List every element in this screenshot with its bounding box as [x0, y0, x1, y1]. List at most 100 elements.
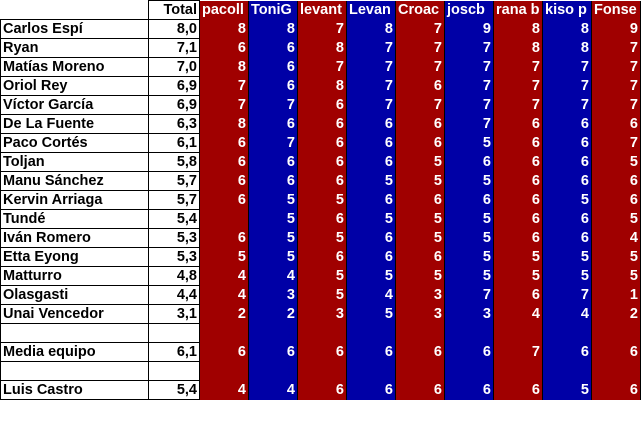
score-cell[interactable]: 6 — [591, 171, 641, 191]
score-cell[interactable]: 6 — [248, 342, 298, 362]
score-cell[interactable]: 4 — [199, 266, 249, 286]
score-cell[interactable]: 4 — [542, 304, 592, 324]
score-cell[interactable]: 6 — [297, 209, 347, 229]
score-cell[interactable]: 6 — [346, 228, 396, 248]
score-cell[interactable]: 7 — [395, 57, 445, 77]
empty-cell[interactable] — [493, 323, 543, 343]
total-score[interactable]: 5,3 — [148, 247, 200, 267]
player-name[interactable]: Manu Sánchez — [0, 171, 149, 191]
score-cell[interactable]: 6 — [346, 247, 396, 267]
score-cell[interactable]: 5 — [395, 152, 445, 172]
score-cell[interactable]: 4 — [248, 380, 298, 400]
score-cell[interactable]: 6 — [444, 342, 494, 362]
empty-cell[interactable] — [542, 323, 592, 343]
score-cell[interactable]: 7 — [297, 19, 347, 39]
score-cell[interactable]: 6 — [493, 209, 543, 229]
score-cell[interactable]: 6 — [395, 133, 445, 153]
empty-cell[interactable] — [444, 323, 494, 343]
score-cell[interactable]: 8 — [199, 57, 249, 77]
score-cell[interactable]: 5 — [444, 247, 494, 267]
score-cell[interactable]: 6 — [542, 228, 592, 248]
empty-cell[interactable] — [148, 361, 200, 381]
score-cell[interactable]: 7 — [493, 95, 543, 115]
score-cell[interactable]: 6 — [297, 133, 347, 153]
score-cell[interactable]: 2 — [248, 304, 298, 324]
score-cell[interactable]: 8 — [542, 38, 592, 58]
player-name[interactable]: Luis Castro — [0, 380, 149, 400]
score-cell[interactable]: 6 — [591, 114, 641, 134]
score-cell[interactable]: 4 — [199, 380, 249, 400]
empty-cell[interactable] — [591, 361, 641, 381]
score-cell[interactable]: 5 — [346, 171, 396, 191]
empty-cell[interactable] — [395, 323, 445, 343]
score-cell[interactable]: 8 — [493, 38, 543, 58]
empty-cell[interactable] — [297, 361, 347, 381]
voter-header[interactable]: rana b — [493, 0, 543, 20]
empty-cell[interactable] — [199, 361, 249, 381]
score-cell[interactable]: 6 — [199, 171, 249, 191]
score-cell[interactable]: 6 — [542, 114, 592, 134]
voter-header[interactable]: kiso p — [542, 0, 592, 20]
total-score[interactable]: 8,0 — [148, 19, 200, 39]
score-cell[interactable]: 5 — [248, 228, 298, 248]
score-cell[interactable]: 4 — [591, 228, 641, 248]
score-cell[interactable]: 7 — [444, 95, 494, 115]
empty-cell[interactable] — [591, 323, 641, 343]
score-cell[interactable]: 7 — [493, 76, 543, 96]
score-cell[interactable]: 5 — [248, 247, 298, 267]
score-cell[interactable]: 7 — [395, 95, 445, 115]
total-score[interactable]: 7,0 — [148, 57, 200, 77]
empty-cell[interactable] — [346, 323, 396, 343]
score-cell[interactable]: 5 — [542, 266, 592, 286]
player-name[interactable]: Paco Cortés — [0, 133, 149, 153]
player-name[interactable]: Matturro — [0, 266, 149, 286]
empty-cell[interactable] — [0, 361, 149, 381]
score-cell[interactable]: 2 — [199, 304, 249, 324]
score-cell[interactable]: 3 — [297, 304, 347, 324]
voter-header[interactable]: joscb — [444, 0, 494, 20]
player-name[interactable]: Matías Moreno — [0, 57, 149, 77]
score-cell[interactable]: 5 — [542, 380, 592, 400]
score-cell[interactable]: 6 — [248, 171, 298, 191]
score-cell[interactable]: 6 — [591, 190, 641, 210]
score-cell[interactable]: 6 — [248, 57, 298, 77]
score-cell[interactable]: 6 — [346, 152, 396, 172]
score-cell[interactable]: 7 — [395, 19, 445, 39]
score-cell[interactable]: 5 — [591, 266, 641, 286]
score-cell[interactable]: 5 — [346, 209, 396, 229]
score-cell[interactable]: 6 — [444, 380, 494, 400]
voter-header[interactable]: Croac — [395, 0, 445, 20]
empty-cell[interactable] — [395, 361, 445, 381]
voter-header[interactable]: Levan — [346, 0, 396, 20]
player-name[interactable]: Media equipo — [0, 342, 149, 362]
score-cell[interactable]: 5 — [493, 247, 543, 267]
score-cell[interactable]: 2 — [591, 304, 641, 324]
score-cell[interactable]: 6 — [297, 95, 347, 115]
score-cell[interactable]: 6 — [542, 342, 592, 362]
total-score[interactable]: 5,3 — [148, 228, 200, 248]
score-cell[interactable]: 5 — [444, 209, 494, 229]
score-cell[interactable]: 6 — [346, 190, 396, 210]
score-cell[interactable]: 9 — [444, 19, 494, 39]
score-cell[interactable]: 7 — [199, 95, 249, 115]
score-cell[interactable]: 5 — [199, 247, 249, 267]
empty-cell[interactable] — [346, 361, 396, 381]
score-cell[interactable]: 6 — [395, 342, 445, 362]
score-cell[interactable]: 7 — [591, 76, 641, 96]
score-cell[interactable]: 7 — [444, 285, 494, 305]
score-cell[interactable]: 8 — [199, 114, 249, 134]
score-cell[interactable]: 5 — [297, 228, 347, 248]
score-cell[interactable]: 6 — [199, 133, 249, 153]
empty-cell[interactable] — [444, 361, 494, 381]
score-cell[interactable]: 5 — [297, 266, 347, 286]
total-score[interactable]: 6,3 — [148, 114, 200, 134]
score-cell[interactable]: 4 — [248, 266, 298, 286]
score-cell[interactable]: 6 — [493, 114, 543, 134]
score-cell[interactable]: 7 — [346, 95, 396, 115]
score-cell[interactable]: 5 — [444, 171, 494, 191]
score-cell[interactable]: 7 — [444, 38, 494, 58]
score-cell[interactable]: 6 — [444, 152, 494, 172]
score-cell[interactable]: 5 — [444, 228, 494, 248]
score-cell[interactable]: 7 — [346, 38, 396, 58]
score-cell[interactable]: 6 — [199, 342, 249, 362]
